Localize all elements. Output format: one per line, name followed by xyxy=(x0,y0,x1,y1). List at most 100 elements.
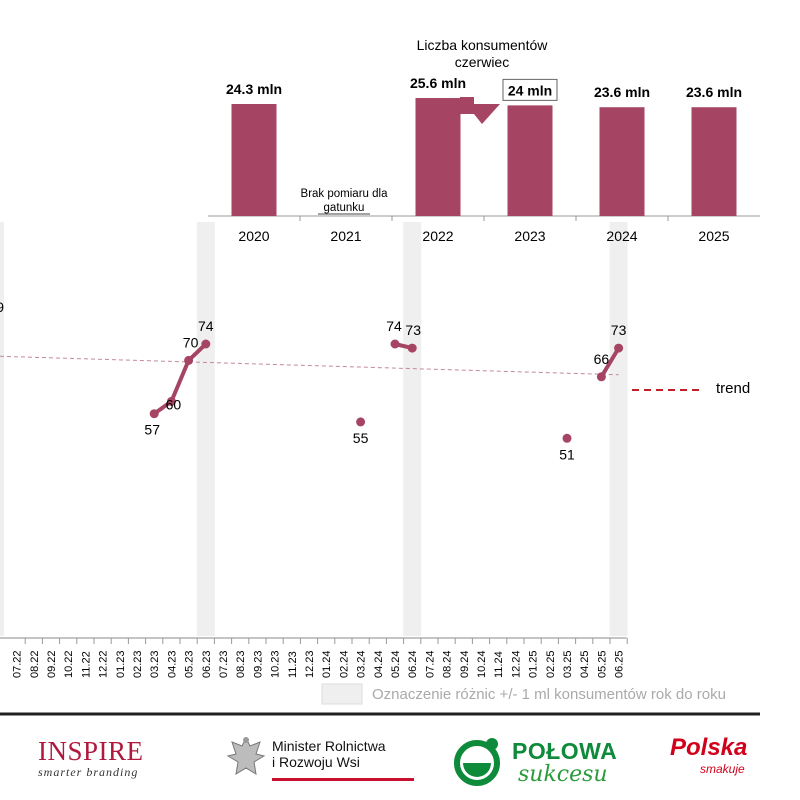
bar-2022 xyxy=(415,98,461,216)
line-axis-label: 10.24 xyxy=(476,650,488,678)
bar-2024 xyxy=(599,107,645,216)
point-label: 55 xyxy=(353,430,369,446)
minister-line2: i Rozwoju Wsi xyxy=(272,754,360,770)
highlight-arrow-icon xyxy=(460,97,500,124)
line-axis-label: 05.25 xyxy=(596,650,608,678)
inspire-logo-main: INSPIRE xyxy=(38,736,144,766)
inspire-logo: INSPIRE smarter branding xyxy=(38,738,144,780)
line-axis-label: 11.24 xyxy=(493,651,505,678)
bar-category-label: 2024 xyxy=(606,228,637,244)
line-axis-label: 05.23 xyxy=(184,650,196,678)
line-axis-label: 01.24 xyxy=(321,650,333,678)
line-axis-label: 04.23 xyxy=(166,650,178,678)
series-segment-0 xyxy=(152,342,208,416)
line-axis-label: 08.22 xyxy=(29,650,41,678)
clipped-point-label: 9 xyxy=(0,299,4,315)
line-axis-label: 07.24 xyxy=(424,650,436,678)
bar-category-label: 2023 xyxy=(514,228,545,244)
line-axis-label: 03.24 xyxy=(356,650,368,678)
bar-chart-title-line2: czerwiec xyxy=(455,54,509,70)
point-03.23 xyxy=(149,409,159,419)
point-05.24 xyxy=(390,339,400,349)
polska-logo-main: Polska xyxy=(670,734,748,761)
minister-red-bar xyxy=(272,778,414,781)
line-axis-label: 10.23 xyxy=(270,650,282,678)
line-axis-label: 02.23 xyxy=(132,650,144,678)
trend-line xyxy=(0,355,619,376)
line-axis-label: 06.25 xyxy=(614,650,626,678)
point-label: 66 xyxy=(594,351,610,367)
line-axis-label: 04.24 xyxy=(373,650,385,678)
bar-category-label: 2021 xyxy=(330,228,361,244)
line-axis-label: 11.22 xyxy=(80,651,92,678)
line-axis-label: 12.22 xyxy=(98,650,110,678)
minister-line1: Minister Rolnictwa xyxy=(272,738,386,754)
bar-value-label: 23.6 mln xyxy=(594,84,650,100)
point-03.24 xyxy=(356,417,366,427)
line-axis-label: 11.23 xyxy=(287,651,299,678)
bar-value-label: 24 mln xyxy=(508,82,552,98)
point-05.23 xyxy=(184,355,194,365)
point-label: 60 xyxy=(166,396,182,412)
eagle-emblem-icon xyxy=(226,736,266,775)
line-axis-label: 03.25 xyxy=(562,650,574,678)
bar-value-label: 23.6 mln xyxy=(686,84,742,100)
band-legend-label: Oznaczenie różnic +/- 1 ml konsumentów r… xyxy=(372,686,726,703)
missing-note-line1: Brak pomiaru dla xyxy=(301,188,389,200)
bar-value-label: 24.3 mln xyxy=(226,81,282,97)
point-label: 73 xyxy=(405,322,421,338)
series-segment-4 xyxy=(599,346,621,379)
polska-smakuje-logo: Polska smakuje xyxy=(670,734,748,777)
point-label: 74 xyxy=(386,318,402,334)
line-axis-label: 05.24 xyxy=(390,650,402,678)
line-axis-label: 01.25 xyxy=(528,650,540,678)
point-label: 73 xyxy=(611,322,627,338)
line-axis-label: 09.23 xyxy=(252,650,264,678)
line-axis-label: 03.23 xyxy=(149,650,161,678)
logo-strip: INSPIRE smarter branding Minister Rolnic… xyxy=(0,716,800,800)
polowa-circle-icon xyxy=(454,738,500,786)
bar-category-label: 2025 xyxy=(698,228,729,244)
line-axis-label: 07.22 xyxy=(12,650,24,678)
point-06.24 xyxy=(407,343,417,353)
highlight-band-06.24 xyxy=(403,222,422,636)
bar-chart-title-line1: Liczba konsumentów xyxy=(417,37,549,53)
bar-category-label: 2020 xyxy=(238,228,269,244)
line-axis-label: 01.23 xyxy=(115,650,127,678)
point-label: 57 xyxy=(144,422,160,438)
point-04.23 xyxy=(166,396,176,406)
bar-2025 xyxy=(691,107,737,216)
bar-category-label: 2022 xyxy=(422,228,453,244)
line-axis-label: 06.24 xyxy=(407,650,419,678)
bar-2023 xyxy=(507,105,553,216)
point-05.25 xyxy=(596,372,606,382)
polska-logo-sub: smakuje xyxy=(700,762,745,776)
point-06.25 xyxy=(614,343,624,353)
point-label: 74 xyxy=(198,318,214,334)
polowa-logo-sub: sukcesu xyxy=(518,762,608,787)
band-legend-group: Oznaczenie różnic +/- 1 ml konsumentów r… xyxy=(321,683,726,705)
point-label: 70 xyxy=(183,334,199,350)
missing-note-line2: gatunku xyxy=(324,202,365,214)
trend-legend-label: trend xyxy=(716,380,750,397)
line-axis-label: 06.23 xyxy=(201,650,213,678)
line-axis-label: 08.23 xyxy=(235,650,247,678)
line-axis-label: 12.24 xyxy=(510,650,522,678)
bar-2020 xyxy=(231,104,277,216)
highlight-band-06.25 xyxy=(609,222,628,636)
line-axis-label: 02.25 xyxy=(545,650,557,678)
line-axis-label: 07.23 xyxy=(218,650,230,678)
line-axis-label: 10.22 xyxy=(63,650,75,678)
bar-value-label: 25.6 mln xyxy=(410,75,466,91)
minister-logo-text: Minister Rolnictwa i Rozwoju Wsi xyxy=(272,738,386,770)
highlight-value-box xyxy=(502,78,558,101)
point-03.25 xyxy=(562,433,572,443)
polowa-logo-main: POŁOWA xyxy=(512,738,618,764)
point-06.23 xyxy=(201,339,211,349)
line-axis-label: 02.24 xyxy=(338,650,350,678)
point-label: 51 xyxy=(559,446,575,462)
line-axis-label: 09.24 xyxy=(459,650,471,678)
